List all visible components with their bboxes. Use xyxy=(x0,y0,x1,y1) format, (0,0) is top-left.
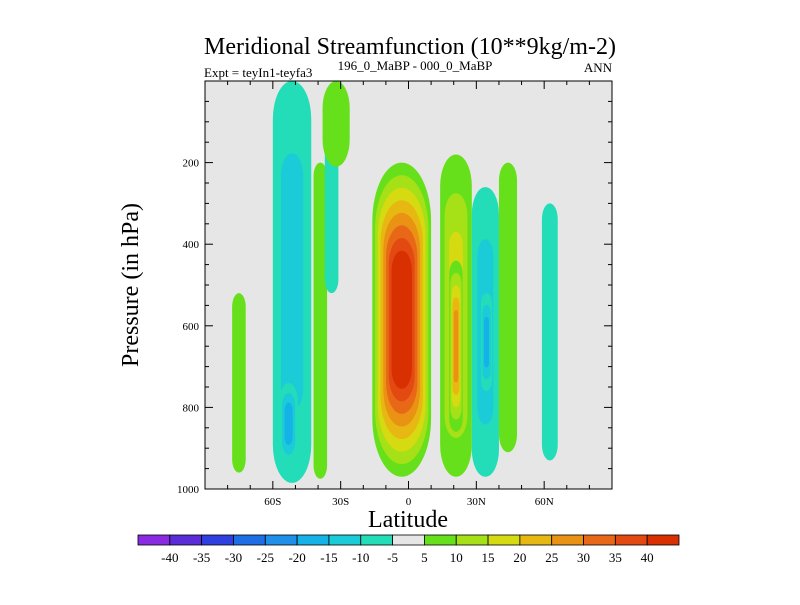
chart-title: Meridional Streamfunction (10**9kg/m-2) xyxy=(204,34,616,60)
contour-southern-midlat-positive xyxy=(313,162,328,479)
contour-northern-highlat-positive xyxy=(498,162,518,453)
colorbar-swatch xyxy=(392,534,425,546)
subtitle-right: ANN xyxy=(584,60,613,75)
contour-band xyxy=(313,162,328,479)
contour-southern-cell-negative xyxy=(272,81,312,483)
colorbar-swatch xyxy=(264,534,298,546)
contour-field xyxy=(232,81,558,483)
colorbar-label: -30 xyxy=(225,550,242,565)
colorbar-swatch xyxy=(614,534,648,546)
colorbar-swatch xyxy=(137,534,171,546)
colorbar-swatch xyxy=(233,534,266,546)
y-tick-label: 200 xyxy=(183,158,200,170)
colorbar-swatch xyxy=(455,534,489,546)
contour-northern-midlat-core xyxy=(480,293,493,392)
colorbar-label: 40 xyxy=(641,550,654,565)
colorbar-swatch xyxy=(169,534,203,546)
colorbar-swatch xyxy=(328,534,362,546)
colorbar-swatch xyxy=(201,534,234,546)
x-tick-label: 30N xyxy=(467,496,486,508)
x-axis-label: Latitude xyxy=(368,507,448,533)
colorbar-label: 15 xyxy=(482,550,495,565)
subtitle-center: 196_0_MaBP - 000_0_MaBP xyxy=(338,58,493,73)
colorbar-swatch xyxy=(296,534,330,546)
contour-northern-subtropic-core xyxy=(449,260,463,432)
colorbar-swatch xyxy=(583,534,616,546)
colorbar-label: -35 xyxy=(193,550,210,565)
colorbar-label: -40 xyxy=(161,550,178,565)
colorbar-label: 10 xyxy=(450,550,463,565)
x-tick-label: 0 xyxy=(406,496,412,508)
contour-southern-cell-core xyxy=(279,382,298,465)
contour-band xyxy=(284,402,293,445)
colorbar-swatch xyxy=(424,534,457,546)
contour-central-hadley-cell xyxy=(372,162,432,477)
contour-band xyxy=(280,153,304,411)
contour-far-north-negative xyxy=(541,203,558,461)
colorbar-label: -25 xyxy=(257,550,274,565)
contour-far-south-positive xyxy=(232,293,246,473)
colorbar-swatch xyxy=(519,534,553,546)
y-axis-label: Pressure (in hPa) xyxy=(118,203,144,367)
colorbar-label: 35 xyxy=(609,550,622,565)
y-tick-label: 600 xyxy=(183,321,200,333)
x-tick-label: 30S xyxy=(332,496,349,508)
x-tick-label: 60S xyxy=(264,496,281,508)
colorbar-label: -20 xyxy=(288,550,305,565)
colorbar-label: -10 xyxy=(352,550,369,565)
contour-southern-upper-positive xyxy=(322,81,350,167)
contour-band xyxy=(541,203,558,461)
x-tick-label: 60N xyxy=(535,496,554,508)
contour-band xyxy=(324,138,339,294)
colorbar-label: 20 xyxy=(513,550,526,565)
contour-band xyxy=(498,162,518,453)
contour-band xyxy=(232,293,246,473)
colorbar-swatch xyxy=(646,534,680,546)
colorbar-label: 5 xyxy=(421,550,428,565)
colorbar-swatch xyxy=(360,534,393,546)
colorbar-label: 25 xyxy=(545,550,558,565)
contour-southern-subtropic-negative xyxy=(324,138,339,294)
contour-band xyxy=(484,316,489,368)
contour-band xyxy=(394,263,410,377)
contour-band xyxy=(322,81,350,167)
colorbar-label: -15 xyxy=(320,550,337,565)
subtitle-left: Expt = teyIn1-teyfa3 xyxy=(204,65,312,80)
colorbar-swatch xyxy=(551,534,584,546)
colorbar-swatch xyxy=(487,534,521,546)
colorbar-label: -5 xyxy=(387,550,398,565)
y-tick-label: 1000 xyxy=(177,484,200,496)
y-tick-label: 400 xyxy=(183,239,200,251)
colorbar: -40 -35 -30 -25 -20 -15 -10 -5 5 10 15 20 25 30 35 40 xyxy=(137,534,680,565)
y-tick-label: 800 xyxy=(183,402,200,414)
x-axis: 60S 30S 0 30N 60N xyxy=(227,81,590,508)
y-axis: 200 400 600 800 1000 xyxy=(177,100,612,496)
contour-band xyxy=(453,309,459,383)
colorbar-label: 30 xyxy=(577,550,590,565)
